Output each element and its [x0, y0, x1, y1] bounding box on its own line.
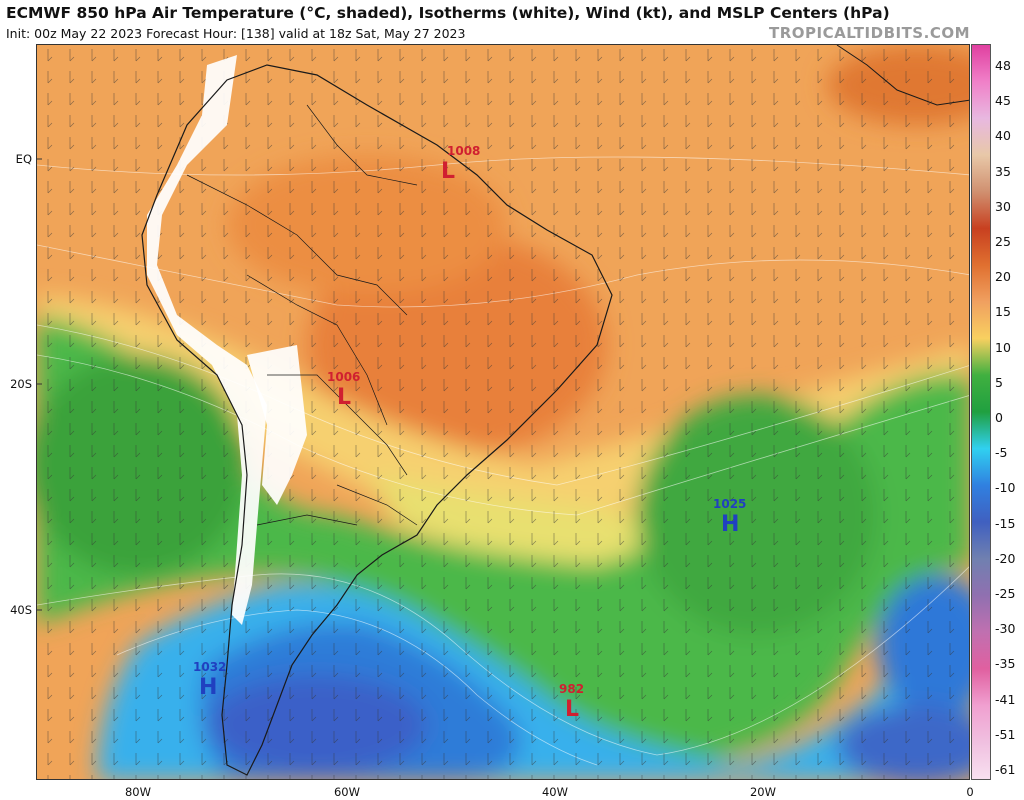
high-marker-1025: H [721, 512, 739, 537]
pressure-center-1008: 1008 L [441, 144, 480, 184]
lon-label-20w: 20W [749, 785, 776, 799]
colorbar-label: -35 [995, 656, 1016, 672]
axis-ticks [37, 158, 42, 611]
colorbar-label: 30 [995, 198, 1011, 214]
colorbar-label: 48 [995, 58, 1011, 73]
low-marker-1006: L [337, 385, 351, 410]
colorbar-label: -15 [995, 515, 1016, 531]
colorbar-label: 10 [995, 339, 1011, 355]
colorbar-label: 35 [995, 163, 1011, 179]
pressure-value-1032: 1032 [193, 660, 226, 674]
colorbar-label: 0 [995, 410, 1003, 425]
wind-barbs [37, 45, 969, 779]
lon-label-60w: 60W [333, 785, 360, 799]
andes-terrain [147, 55, 267, 625]
colorbar-label: -51 [995, 726, 1016, 742]
pressure-center-1006: 1006 L [327, 370, 360, 410]
map-title: ECMWF 850 hPa Air Temperature (°C, shade… [6, 4, 890, 22]
brand-watermark: TROPICALTIDBITS.COM [769, 24, 970, 42]
pressure-value-1008: 1008 [447, 144, 480, 158]
lon-label-0: 0 [966, 785, 974, 799]
pressure-center-1025: 1025 H [713, 497, 746, 537]
colorbar-label: 15 [995, 304, 1011, 320]
colorbar-label: 45 [995, 93, 1011, 109]
pressure-value-1025: 1025 [713, 497, 746, 511]
lat-label-40s: 40S [10, 603, 32, 617]
map-subtitle: Init: 00z May 22 2023 Forecast Hour: [13… [6, 26, 466, 41]
temperature-map[interactable]: 1008 L 1006 L 1025 H 982 L 1032 H [36, 44, 970, 780]
temperature-colorbar [971, 44, 991, 780]
pressure-value-982: 982 [559, 682, 584, 696]
africa-coastline [836, 45, 969, 106]
colorbar-label: 25 [995, 234, 1011, 249]
lat-label-20s: 20S [10, 377, 32, 391]
colorbar-label: -20 [995, 550, 1016, 566]
low-marker-1008: L [441, 159, 455, 184]
colorbar-label: -30 [995, 621, 1016, 637]
lat-label-eq: EQ [15, 152, 32, 166]
south-america-coastline [141, 64, 613, 776]
colorbar-label: 5 [995, 374, 1003, 390]
low-marker-982: L [565, 697, 579, 722]
altiplano-terrain [247, 345, 307, 505]
country-borders [186, 104, 418, 526]
pressure-value-1006: 1006 [327, 370, 360, 384]
lon-label-40w: 40W [541, 785, 568, 799]
colorbar-label: -5 [995, 445, 1008, 461]
colorbar-label: 40 [995, 128, 1011, 144]
colorbar-label: -41 [995, 691, 1016, 707]
colorbar-label: 20 [995, 269, 1011, 285]
lon-label-80w: 80W [124, 785, 151, 799]
pressure-center-1032: 1032 H [193, 660, 226, 700]
colorbar-label: -61 [995, 762, 1016, 777]
colorbar-label: -25 [995, 586, 1016, 601]
high-marker-1032: H [199, 675, 217, 700]
colorbar-label: -10 [995, 480, 1016, 496]
pressure-center-982: 982 L [559, 682, 584, 722]
